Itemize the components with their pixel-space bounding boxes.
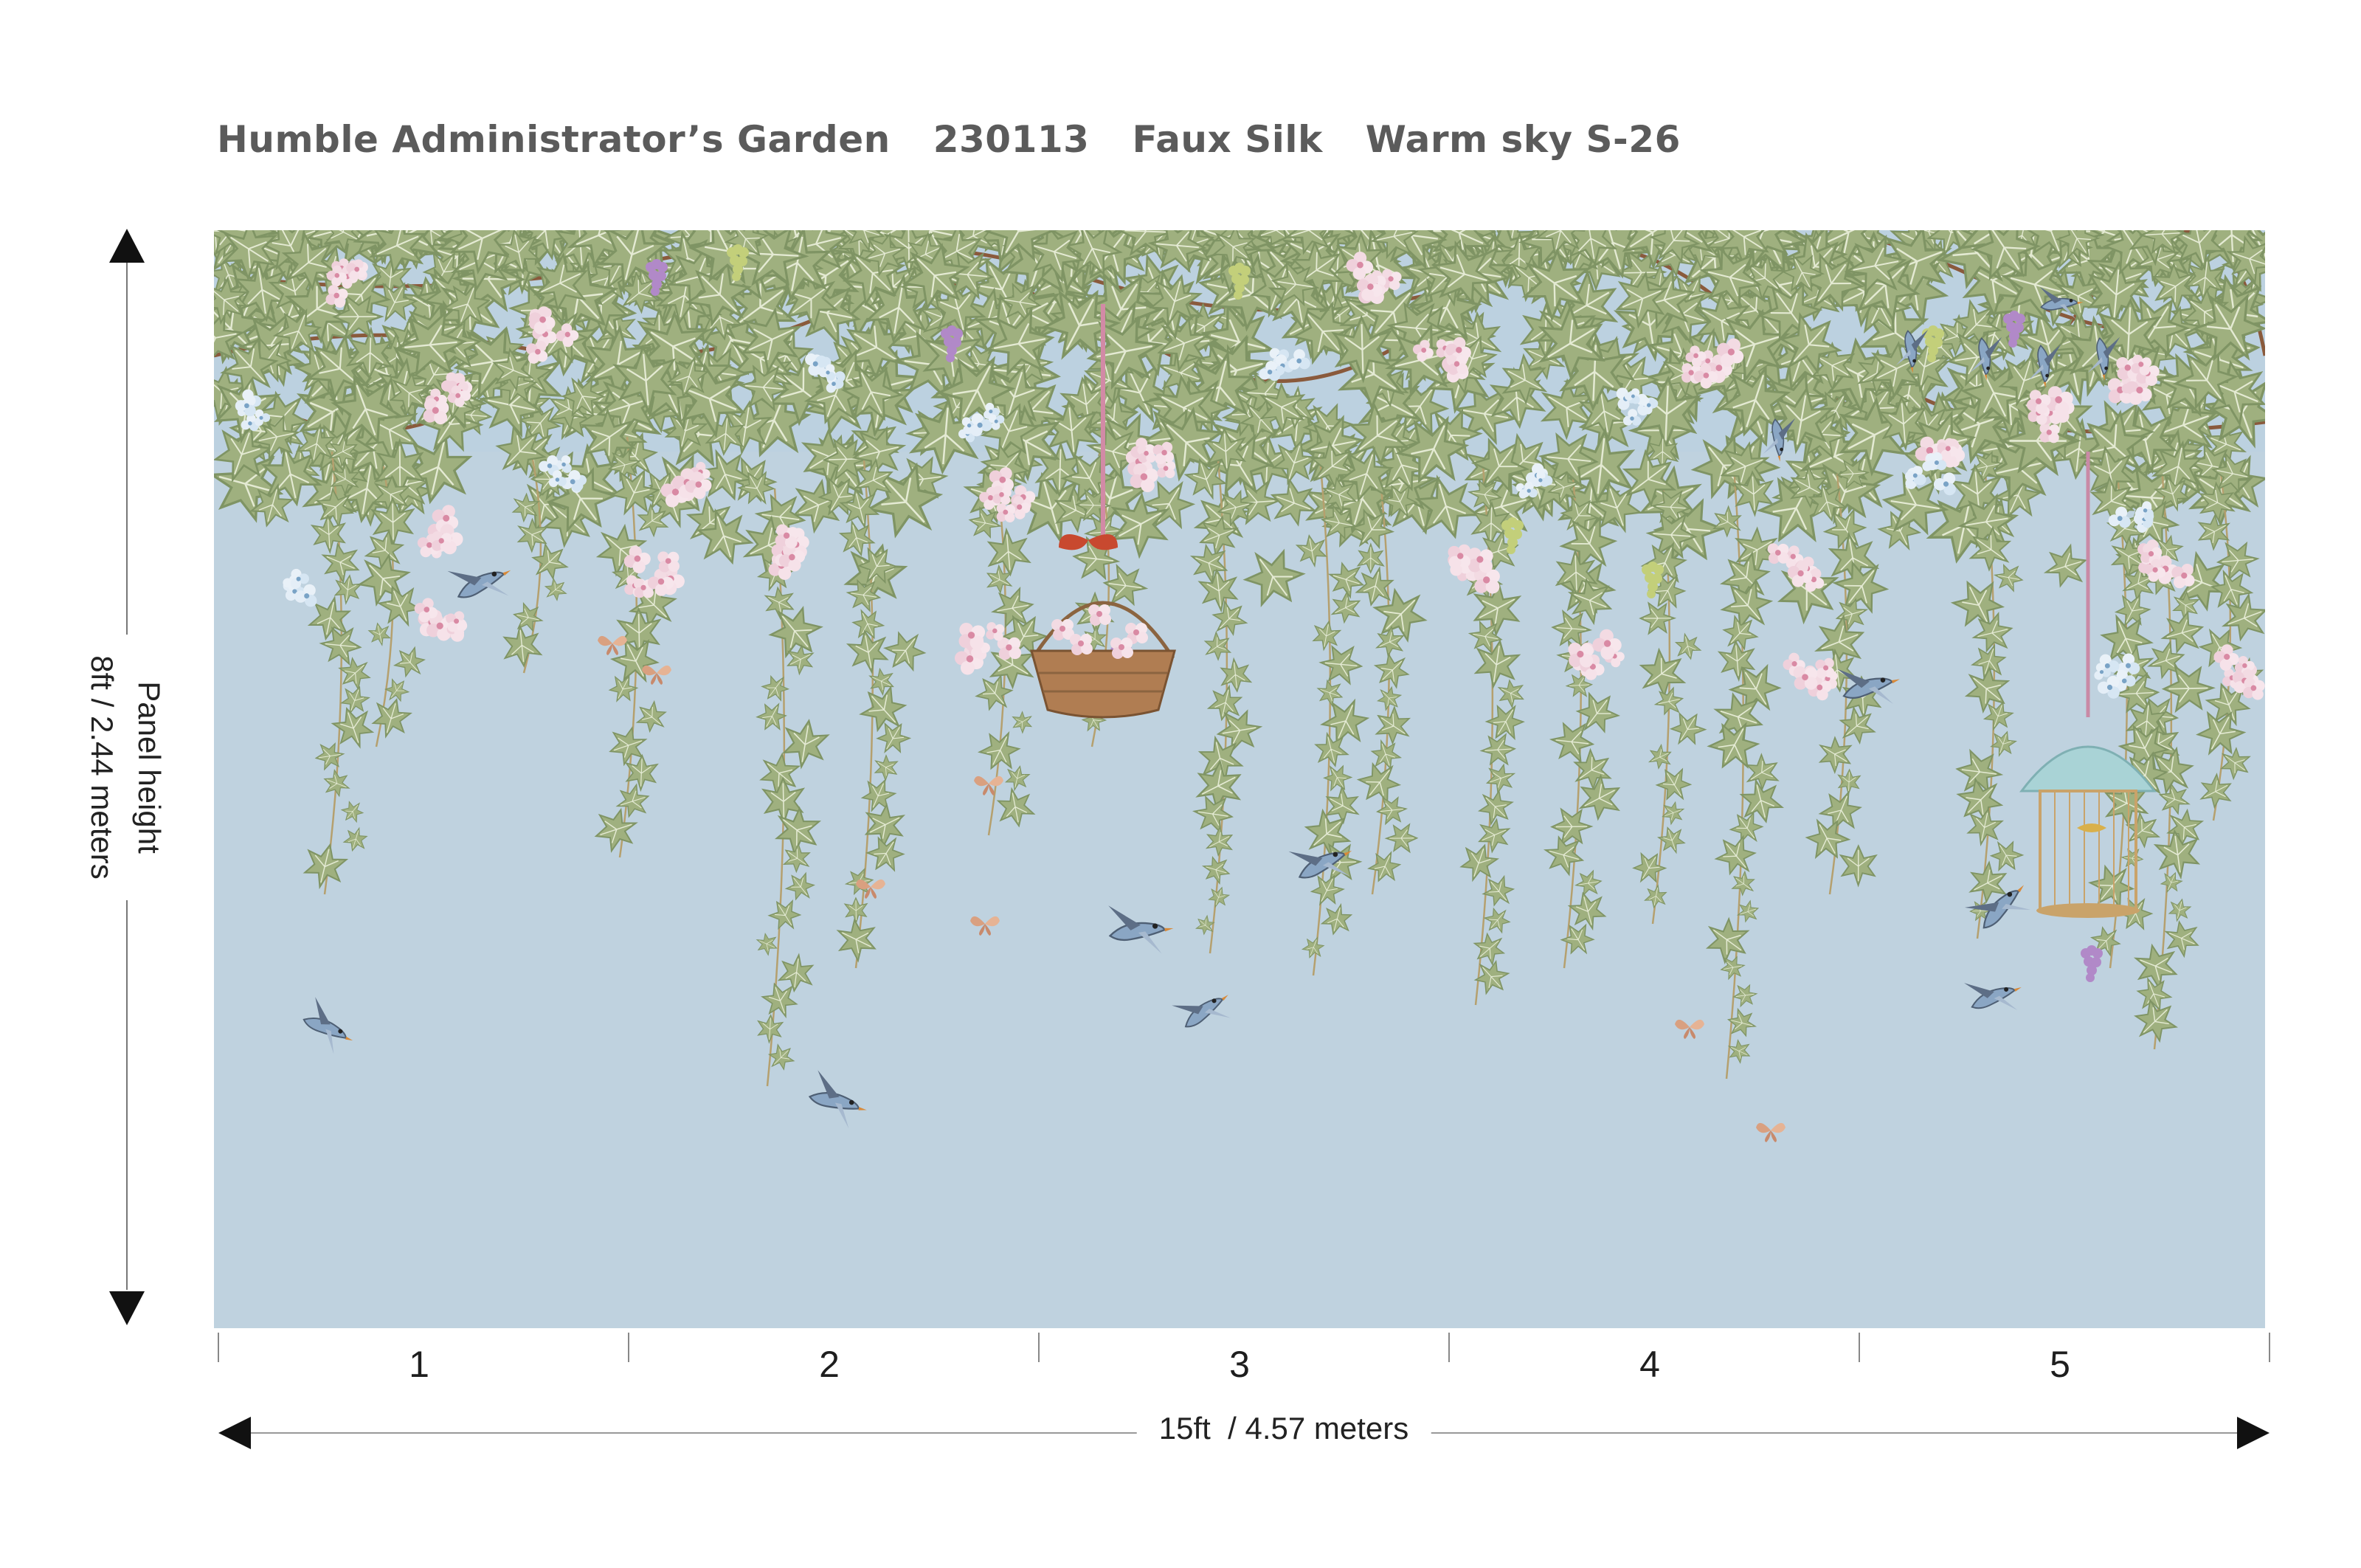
height-arrow	[109, 229, 145, 1325]
hanging-basket	[1030, 304, 1176, 719]
panel-number-1: 1	[409, 1344, 429, 1385]
blossom	[657, 551, 680, 573]
blossom	[1448, 544, 1470, 569]
panel-number-3: 3	[1229, 1344, 1250, 1385]
mural-panel	[214, 230, 2265, 1328]
blossom	[997, 637, 1022, 660]
panel-dividers	[218, 1333, 2270, 1362]
birdcage	[2019, 452, 2157, 918]
hanging-vine	[1725, 466, 1745, 1080]
pattern-name: Humble Administrator’s Garden	[217, 118, 891, 161]
blossom	[1815, 657, 1835, 679]
mural-artwork	[214, 230, 2265, 1328]
panel-number-4: 4	[1639, 1344, 1660, 1385]
pattern-code: 230113	[933, 118, 1090, 161]
panel-number-2: 2	[819, 1344, 840, 1385]
height-label-title: Panel height	[132, 681, 167, 854]
colorway: Warm sky S-26	[1365, 118, 1681, 161]
spec-title: Humble Administrator’s Garden 230113 Faux …	[217, 118, 1724, 161]
panel-number-5: 5	[2050, 1344, 2070, 1385]
height-label-value: 8ft / 2.44 meters	[85, 655, 120, 880]
blossom	[1446, 354, 1468, 376]
panel-width-label: 15ft / 4.57 meters	[1136, 1411, 1431, 1446]
material: Faux Silk	[1132, 118, 1323, 161]
